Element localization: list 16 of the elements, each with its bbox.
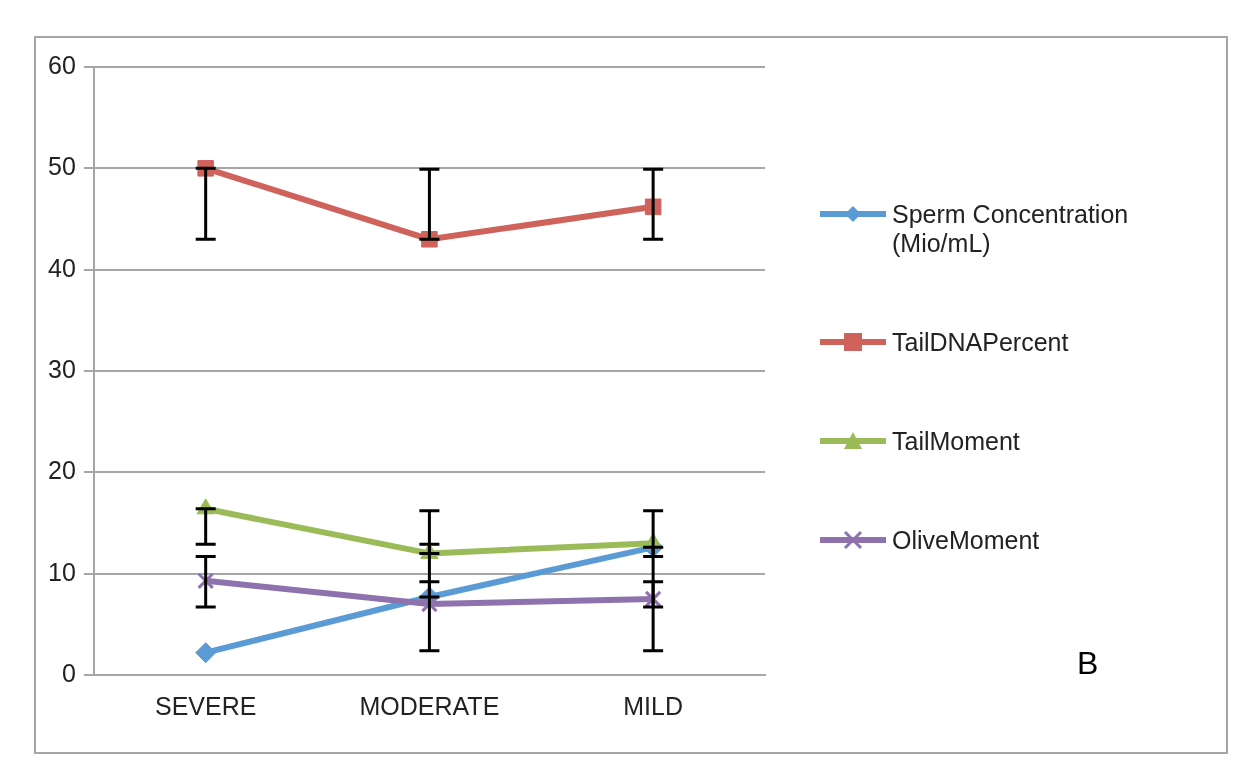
- point: [195, 642, 217, 664]
- y-tick-label: 20: [48, 456, 76, 485]
- y-tick-label: 60: [48, 50, 76, 79]
- y-tick-label: 10: [48, 557, 76, 586]
- legend-label: TailDNAPercent: [892, 328, 1070, 357]
- legend-label: OliveMoment: [892, 526, 1041, 555]
- text: B: [1077, 645, 1099, 681]
- legend-label: TailMoment: [892, 427, 1021, 456]
- y-tick-label: 30: [48, 354, 76, 383]
- x-tick-label: SEVERE: [154, 691, 257, 720]
- y-tick-label: 40: [48, 253, 76, 282]
- x-tick-label: MILD: [623, 691, 683, 720]
- legend-label: Sperm Concentration (Mio/mL): [892, 200, 1130, 258]
- x-tick-label: MODERATE: [359, 691, 500, 720]
- y-tick-label: 0: [61, 658, 76, 687]
- y-tick-label: 50: [48, 152, 76, 181]
